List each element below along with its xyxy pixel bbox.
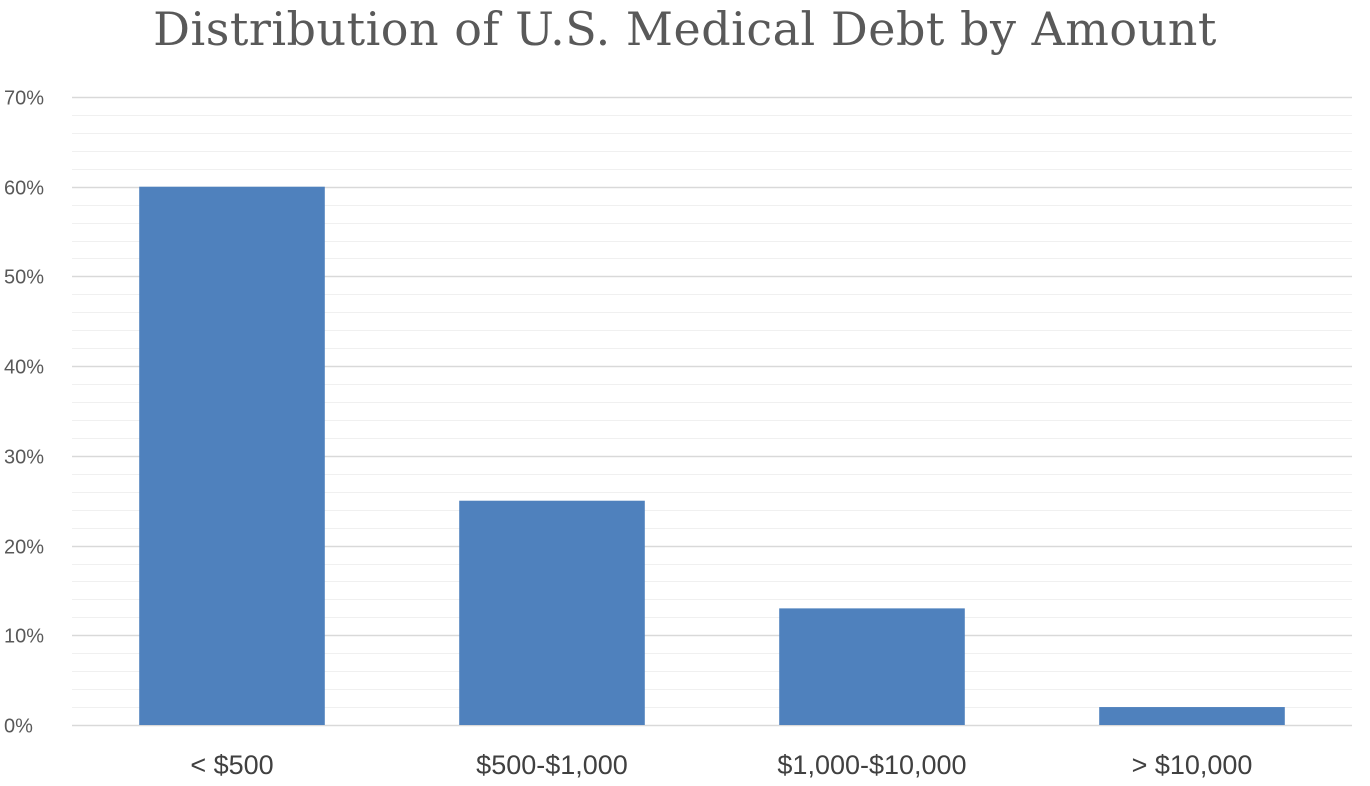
chart-title: Distribution of U.S. Medical Debt by Amo…	[153, 2, 1217, 56]
x-category-label: $500-$1,000	[476, 750, 628, 780]
x-axis: < $500 $500-$1,000 $1,000-$10,000 > $10,000	[190, 750, 1252, 780]
y-tick-label: 0%	[4, 716, 33, 738]
y-tick-label: 50%	[4, 267, 44, 289]
bar	[459, 500, 645, 725]
bars	[139, 186, 1285, 725]
y-axis: 0% 10% 20% 30% 40% 50% 60% 70%	[4, 88, 44, 738]
y-tick-label: 30%	[4, 447, 44, 469]
x-category-label: > $10,000	[1132, 750, 1253, 780]
y-tick-label: 20%	[4, 537, 44, 559]
x-category-label: < $500	[190, 750, 273, 780]
bar	[1099, 707, 1285, 725]
bar	[139, 186, 325, 725]
y-tick-label: 10%	[4, 626, 44, 648]
bar	[779, 608, 965, 725]
x-category-label: $1,000-$10,000	[777, 750, 966, 780]
y-tick-label: 70%	[4, 88, 44, 110]
y-tick-label: 60%	[4, 178, 44, 200]
y-tick-label: 40%	[4, 357, 44, 379]
